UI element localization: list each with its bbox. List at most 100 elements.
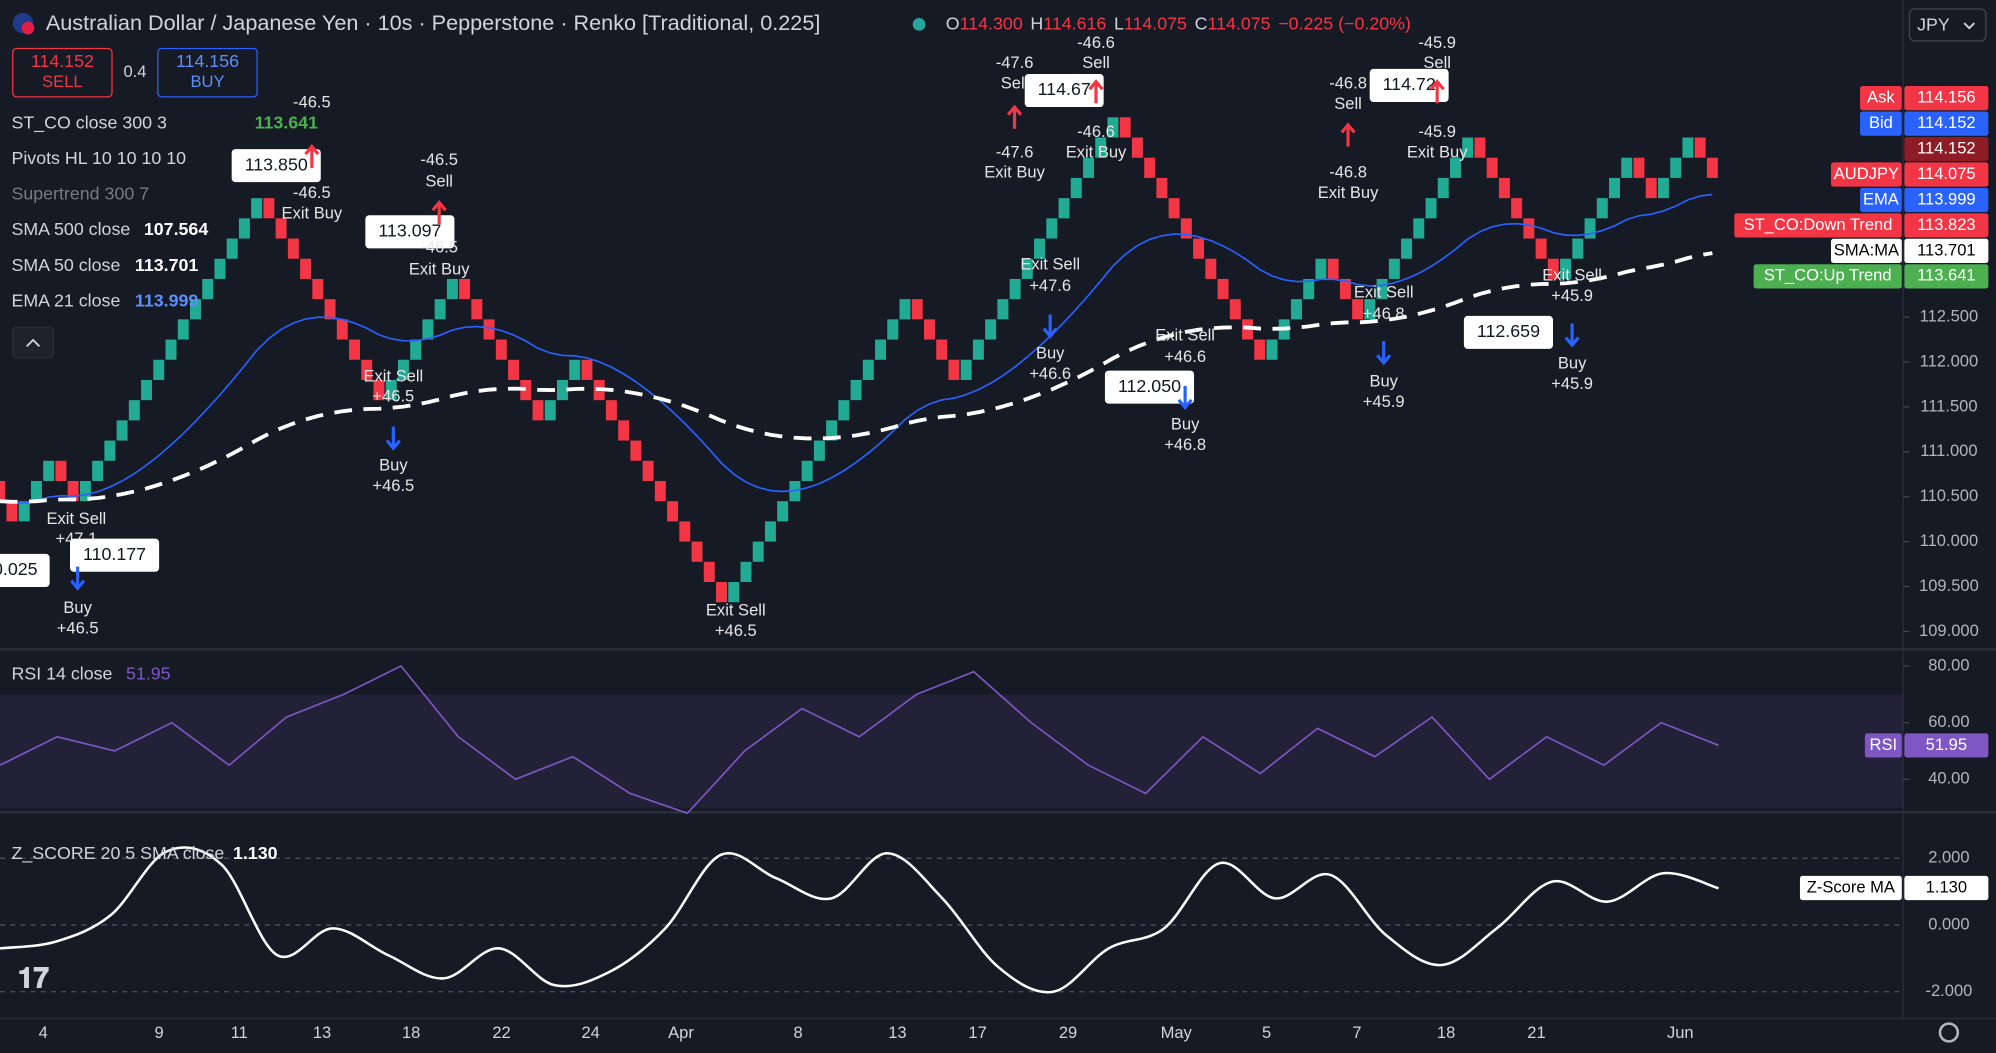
signal-label: Exit Buy — [1407, 142, 1468, 161]
x-tick-label: Jun — [1667, 1023, 1694, 1042]
renko-brick — [422, 319, 434, 340]
renko-brick — [1168, 198, 1180, 219]
renko-brick — [826, 420, 838, 441]
signal-label: Exit Buy — [282, 203, 343, 222]
signal-arrow — [1088, 79, 1104, 104]
price-tag-label: 113.701 — [1917, 240, 1976, 259]
renko-brick — [361, 359, 373, 380]
price-tag — [1904, 733, 1989, 758]
chevron — [26, 338, 41, 348]
ohlc-value: 114.075 — [1207, 13, 1270, 33]
renko-brick — [1486, 157, 1498, 178]
signal-label: Exit Sell — [706, 601, 766, 620]
symbol-title: Australian Dollar / Japanese Yen · 10s ·… — [46, 10, 821, 35]
overlay: Australian Dollar / Japanese Yen · 10s ·… — [11, 8, 1989, 1043]
renko-brick — [92, 460, 104, 481]
renko-brick — [0, 480, 6, 502]
renko-brick — [813, 440, 825, 461]
x-tick-label: 13 — [888, 1023, 906, 1042]
chevron — [1963, 22, 1976, 30]
renko-brick — [703, 561, 715, 582]
currency-button[interactable] — [1908, 8, 1987, 42]
signal-label: Buy — [1036, 343, 1065, 362]
price-tag-name — [1831, 162, 1902, 187]
price-tag — [1904, 875, 1989, 901]
signal-label: -46.6 — [1077, 33, 1115, 52]
signal-label: -46.5 — [293, 93, 331, 112]
renko-brick — [923, 319, 935, 340]
signal-arrow — [1340, 122, 1356, 147]
buy-button[interactable] — [157, 47, 258, 98]
collapse-button[interactable] — [12, 326, 55, 359]
renko-brick — [1107, 117, 1119, 138]
renko-brick — [997, 299, 1009, 320]
renko-brick — [1229, 299, 1241, 320]
currency[interactable]: JPY — [1917, 14, 1950, 34]
x-tick-label: 21 — [1527, 1023, 1545, 1042]
renko-brick — [1156, 177, 1168, 199]
y-tick-label: 109.500 — [1919, 576, 1979, 595]
renko-brick — [642, 460, 654, 481]
sell-button[interactable] — [12, 47, 113, 98]
renko-brick — [300, 258, 312, 279]
x-tick-label: 8 — [794, 1023, 803, 1042]
renko-brick — [202, 278, 214, 300]
price-tag-label: 114.152 — [1917, 113, 1976, 132]
renko-brick — [618, 420, 630, 441]
renko-brick — [1205, 258, 1217, 279]
buy-price[interactable]: 114.156 — [176, 51, 239, 71]
price-tag — [1904, 213, 1989, 238]
spread: 0.4 — [123, 62, 146, 81]
price-callout-label: 110.177 — [83, 544, 146, 564]
renko-brick — [275, 218, 287, 239]
tv-logo: 𝟏𝟕 — [18, 963, 50, 994]
signal-label: +45.9 — [1363, 392, 1405, 411]
sell-label[interactable]: SELL — [42, 72, 82, 91]
renko-brick — [1535, 238, 1547, 259]
signal-arrow — [431, 200, 447, 225]
y-tick-label: 0.000 — [1928, 914, 1969, 933]
y-tick-label: 111.000 — [1920, 441, 1977, 460]
signal-label: -45.9 — [1418, 33, 1456, 52]
settings-icon[interactable] — [1938, 1022, 1960, 1043]
signal-label: -46.8 — [1329, 163, 1367, 182]
renko-brick — [764, 521, 776, 542]
rsi-value: 51.95 — [126, 664, 171, 684]
x-tick-label: May — [1161, 1023, 1193, 1042]
sma-line — [0, 251, 1713, 504]
signal-label: +46.5 — [372, 387, 414, 406]
y-tick-label: 2.000 — [1928, 848, 1969, 867]
renko-brick — [948, 359, 960, 380]
sell-price[interactable]: 114.152 — [31, 51, 94, 71]
renko-brick — [459, 278, 471, 300]
renko-brick — [740, 561, 752, 582]
signal-label: Sell — [1423, 53, 1451, 72]
price-tag-name — [1799, 875, 1902, 901]
signal-label: Buy — [1369, 371, 1398, 390]
renko-brick — [1095, 137, 1107, 158]
renko-brick — [985, 319, 997, 340]
legend-name: ST_CO close 300 3 — [11, 112, 167, 133]
ohlc-value: 114.075 — [1124, 13, 1187, 33]
signal-arrow — [1376, 341, 1392, 366]
renko-brick — [850, 379, 862, 401]
rsi-title: RSI 14 close — [11, 664, 112, 684]
renko-brick — [1413, 218, 1425, 239]
price-callout-label: 114.72 — [1383, 74, 1436, 94]
signal-label: +45.9 — [1551, 374, 1593, 393]
renko-brick — [581, 359, 593, 380]
renko-brick — [508, 359, 520, 380]
renko-brick — [1682, 137, 1694, 158]
price-tag — [1904, 86, 1989, 111]
buy-label[interactable]: BUY — [190, 72, 224, 91]
price-tag-label: 113.641 — [1917, 266, 1976, 285]
price-tag-name-label: ST_CO:Down Trend — [1744, 215, 1893, 234]
x-tick-label: 9 — [155, 1023, 164, 1042]
renko-brick — [520, 379, 532, 401]
renko-brick — [1180, 218, 1192, 239]
renko-brick — [18, 501, 30, 522]
zscore-line — [0, 846, 1719, 994]
signal-label: Exit Buy — [409, 259, 470, 278]
renko-brick — [960, 359, 972, 380]
